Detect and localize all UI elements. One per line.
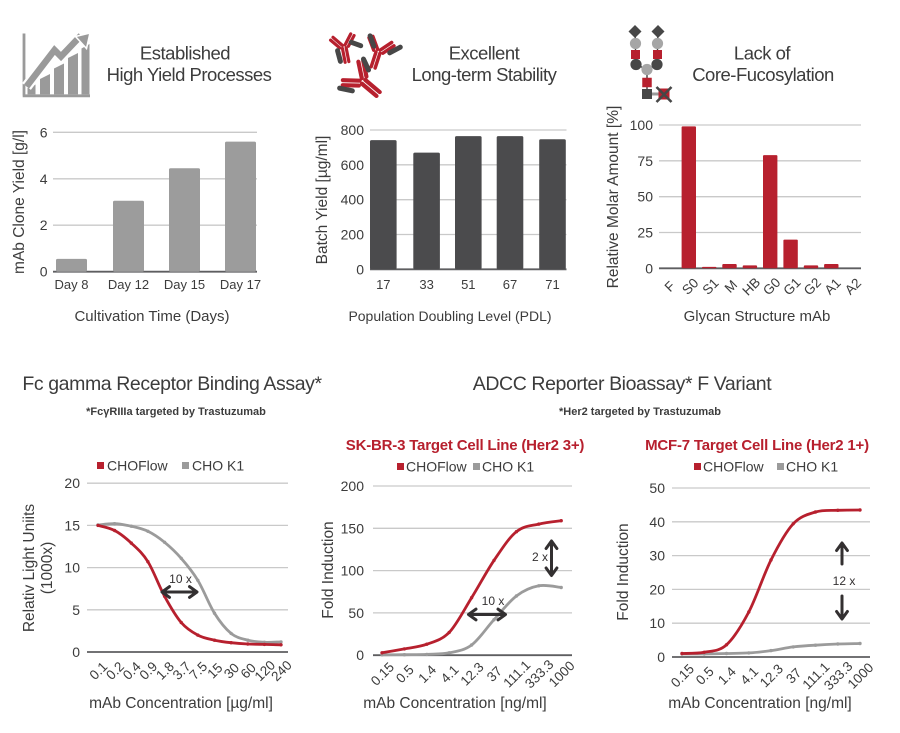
- svg-text:Lack of: Lack of: [734, 43, 792, 64]
- svg-text:0.15: 0.15: [368, 659, 397, 688]
- svg-text:0: 0: [356, 261, 364, 277]
- svg-text:2 x: 2 x: [532, 550, 548, 564]
- svg-text:5: 5: [72, 602, 80, 618]
- svg-text:Batch Yield [µg/ml]: Batch Yield [µg/ml]: [314, 136, 331, 265]
- svg-text:Relativ Light Uniits: Relativ Light Uniits: [21, 504, 38, 633]
- svg-text:S0: S0: [679, 275, 701, 297]
- svg-text:Core-Fucosylation: Core-Fucosylation: [692, 64, 834, 85]
- svg-text:67: 67: [503, 277, 517, 292]
- svg-text:2: 2: [40, 217, 48, 233]
- svg-text:CHOFlow: CHOFlow: [406, 459, 468, 475]
- svg-text:4.1: 4.1: [438, 662, 462, 686]
- svg-text:6: 6: [40, 124, 48, 140]
- svg-text:Day 17: Day 17: [220, 277, 261, 292]
- svg-text:mAb Concentration [µg/ml]: mAb Concentration [µg/ml]: [89, 695, 273, 712]
- svg-text:1.4: 1.4: [415, 662, 439, 686]
- svg-text:12 x: 12 x: [833, 574, 856, 588]
- svg-text:75: 75: [637, 153, 653, 169]
- svg-text:0: 0: [657, 649, 665, 665]
- svg-text:50: 50: [348, 605, 364, 621]
- svg-text:S1: S1: [699, 275, 721, 297]
- svg-text:0.5: 0.5: [693, 664, 717, 688]
- svg-text:240: 240: [268, 658, 295, 685]
- svg-text:10: 10: [64, 560, 80, 576]
- svg-text:20: 20: [649, 581, 665, 597]
- svg-text:50: 50: [637, 189, 653, 205]
- svg-text:*FcγRIIIa targeted by Trastuzu: *FcγRIIIa targeted by Trastuzumab: [86, 406, 266, 418]
- svg-text:Cultivation Time (Days): Cultivation Time (Days): [74, 308, 229, 325]
- svg-text:0: 0: [72, 644, 80, 660]
- svg-text:Glycan Structure mAb: Glycan Structure mAb: [684, 308, 831, 325]
- svg-text:MCF-7 Target Cell Line (Her2 1: MCF-7 Target Cell Line (Her2 1+): [645, 437, 869, 454]
- svg-text:0: 0: [645, 260, 653, 276]
- svg-text:400: 400: [341, 192, 365, 208]
- svg-text:Excellent: Excellent: [449, 43, 520, 64]
- svg-text:Day 15: Day 15: [164, 277, 205, 292]
- svg-text:50: 50: [649, 480, 665, 496]
- svg-text:17: 17: [376, 277, 390, 292]
- svg-text:Fold Induction: Fold Induction: [320, 521, 337, 618]
- svg-text:51: 51: [461, 277, 475, 292]
- svg-text:Day 12: Day 12: [108, 277, 149, 292]
- svg-text:CHO K1: CHO K1: [786, 459, 838, 475]
- svg-text:mAb Concentration [ng/ml]: mAb Concentration [ng/ml]: [363, 695, 547, 712]
- svg-text:800: 800: [341, 122, 365, 138]
- svg-text:4.1: 4.1: [737, 664, 761, 688]
- svg-text:0.5: 0.5: [393, 662, 417, 686]
- svg-text:Established: Established: [140, 43, 230, 64]
- svg-text:mAb Clone Yield [g/l]: mAb Clone Yield [g/l]: [11, 130, 28, 274]
- svg-text:F: F: [662, 278, 678, 294]
- svg-text:33: 33: [419, 277, 433, 292]
- svg-text:0: 0: [40, 264, 48, 280]
- svg-text:10 x: 10 x: [482, 594, 505, 608]
- svg-text:mAb Concentration [ng/ml]: mAb Concentration [ng/ml]: [668, 695, 852, 712]
- svg-text:CHOFlow: CHOFlow: [107, 458, 169, 474]
- svg-text:0.15: 0.15: [668, 661, 697, 690]
- svg-text:100: 100: [341, 563, 365, 579]
- svg-text:CHO K1: CHO K1: [482, 459, 534, 475]
- svg-text:20: 20: [64, 475, 80, 491]
- svg-text:G2: G2: [801, 275, 824, 298]
- svg-text:15: 15: [64, 517, 80, 533]
- svg-text:G1: G1: [780, 275, 803, 298]
- svg-text:Fold Induction: Fold Induction: [615, 523, 632, 620]
- svg-text:0: 0: [356, 647, 364, 663]
- svg-text:30: 30: [649, 548, 665, 564]
- svg-text:150: 150: [341, 520, 365, 536]
- svg-text:A1: A1: [822, 275, 844, 297]
- svg-text:CHOFlow: CHOFlow: [703, 459, 765, 475]
- svg-text:100: 100: [630, 117, 654, 133]
- svg-text:12.3: 12.3: [458, 659, 487, 688]
- svg-text:HB: HB: [739, 275, 763, 299]
- svg-text:*Her2 targeted by Trastuzumab: *Her2 targeted by Trastuzumab: [559, 406, 721, 418]
- svg-text:G0: G0: [760, 275, 783, 298]
- svg-text:1.4: 1.4: [715, 664, 739, 688]
- svg-text:(1000x): (1000x): [39, 542, 56, 595]
- svg-text:CHO K1: CHO K1: [192, 458, 244, 474]
- svg-text:Day 8: Day 8: [55, 277, 89, 292]
- svg-text:10: 10: [649, 615, 665, 631]
- svg-text:Fc gamma Receptor Binding Assa: Fc gamma Receptor Binding Assay*: [22, 373, 322, 395]
- svg-text:SK-BR-3 Target Cell Line (Her2: SK-BR-3 Target Cell Line (Her2 3+): [346, 437, 585, 454]
- svg-text:A2: A2: [842, 275, 864, 297]
- svg-text:25: 25: [637, 225, 653, 241]
- svg-text:ADCC Reporter Bioassay* F Vari: ADCC Reporter Bioassay* F Variant: [473, 373, 773, 395]
- svg-text:71: 71: [545, 277, 559, 292]
- svg-text:200: 200: [341, 478, 365, 494]
- svg-text:Population Doubling Level (PDL: Population Doubling Level (PDL): [348, 308, 551, 324]
- svg-text:12.3: 12.3: [757, 661, 786, 690]
- svg-text:Relative Molar Amount [%]: Relative Molar Amount [%]: [605, 106, 622, 289]
- svg-text:High Yield Processes: High Yield Processes: [107, 64, 272, 85]
- svg-text:Long-term Stability: Long-term Stability: [412, 64, 558, 85]
- svg-text:4: 4: [40, 171, 48, 187]
- svg-text:200: 200: [341, 227, 365, 243]
- svg-text:600: 600: [341, 157, 365, 173]
- svg-text:10 x: 10 x: [169, 572, 192, 586]
- svg-text:40: 40: [649, 514, 665, 530]
- svg-text:M: M: [722, 277, 741, 296]
